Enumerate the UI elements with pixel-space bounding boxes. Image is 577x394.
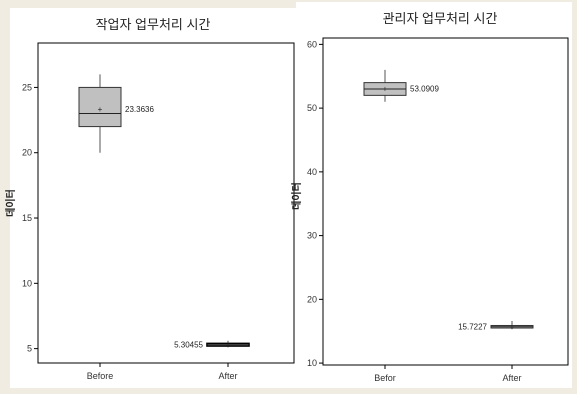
panel-background bbox=[10, 8, 296, 388]
y-tick-label: 60 bbox=[307, 39, 317, 49]
y-tick-label: 30 bbox=[307, 231, 317, 241]
y-tick-label: 25 bbox=[22, 82, 32, 92]
panel-background bbox=[296, 2, 572, 388]
y-tick-label: 20 bbox=[307, 294, 317, 304]
mean-value-label: 5.30455 bbox=[174, 341, 203, 350]
y-tick-label: 15 bbox=[22, 213, 32, 223]
x-tick-label: Before bbox=[87, 371, 114, 381]
chart-title: 작업자 업무처리 시간 bbox=[96, 17, 211, 32]
chart-title: 관리자 업무처리 시간 bbox=[383, 11, 498, 26]
boxes: +23.3636+5.30455 bbox=[78, 74, 250, 350]
y-axis: 5 10 15 20 25 bbox=[22, 82, 38, 354]
x-tick-label: After bbox=[218, 371, 237, 381]
y-tick-label: 20 bbox=[22, 148, 32, 158]
mean-marker: + bbox=[383, 84, 388, 93]
box-befor: +53.0909 bbox=[363, 69, 439, 102]
mean-value-label: 15.7227 bbox=[458, 323, 487, 332]
y-tick-label: 10 bbox=[22, 278, 32, 288]
y-tick-label: 50 bbox=[307, 103, 317, 113]
plot-frame bbox=[322, 37, 569, 366]
boxes: +53.0909+15.7227 bbox=[363, 69, 534, 332]
mean-value-label: 53.0909 bbox=[410, 84, 439, 93]
y-axis-label: 데이터 bbox=[4, 189, 17, 217]
mean-marker: + bbox=[510, 323, 515, 332]
iqr-box bbox=[78, 86, 122, 128]
x-tick-label: Befor bbox=[374, 373, 396, 383]
box-after: +5.30455 bbox=[174, 341, 250, 350]
x-tick-label: After bbox=[502, 373, 521, 383]
box-before: +23.3636 bbox=[78, 74, 154, 153]
mean-marker: + bbox=[226, 341, 231, 350]
y-axis-label: 데이터 bbox=[290, 182, 303, 210]
mean-value-label: 23.3636 bbox=[125, 105, 154, 114]
plot-frame bbox=[37, 42, 295, 364]
x-axis: Befor After bbox=[374, 365, 522, 383]
y-axis: 10 20 30 40 50 60 bbox=[307, 39, 323, 368]
y-tick-label: 10 bbox=[307, 358, 317, 368]
mean-marker: + bbox=[98, 105, 103, 114]
box-after: +15.7227 bbox=[458, 321, 534, 332]
y-tick-label: 40 bbox=[307, 167, 317, 177]
x-axis: Before After bbox=[87, 363, 238, 381]
y-tick-label: 5 bbox=[27, 344, 32, 354]
